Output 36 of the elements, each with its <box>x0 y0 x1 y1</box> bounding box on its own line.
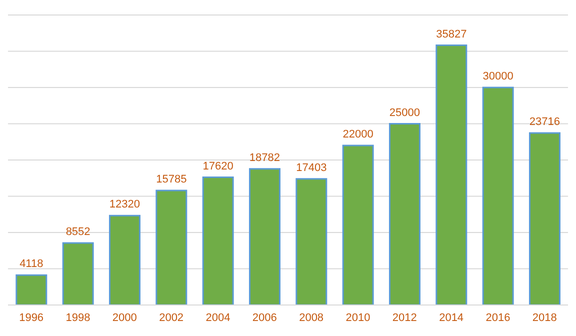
data-label: 30000 <box>482 70 514 82</box>
data-label: 35827 <box>436 28 467 40</box>
x-tick-label: 2018 <box>532 312 557 324</box>
x-tick-label: 2006 <box>252 312 277 324</box>
bar <box>388 123 420 305</box>
data-label: 8552 <box>66 226 90 238</box>
data-label: 15785 <box>156 174 187 186</box>
bar <box>156 190 188 305</box>
bar <box>202 176 234 305</box>
x-tick-label: 2004 <box>206 312 230 324</box>
data-label: 17620 <box>202 160 234 172</box>
bar <box>16 274 48 305</box>
bar <box>62 242 94 305</box>
x-tick-label: 2014 <box>439 312 464 324</box>
data-label: 12320 <box>109 198 140 211</box>
x-tick-label: 2002 <box>159 312 184 324</box>
x-tick-label: 2008 <box>299 312 324 324</box>
x-tick-label: 1996 <box>19 312 44 324</box>
x-tick-label: 1998 <box>66 312 90 324</box>
bar <box>296 178 328 305</box>
bar <box>248 168 280 305</box>
x-tick-label: 2000 <box>112 312 137 324</box>
x-tick-label: 2016 <box>486 312 510 324</box>
data-label: 23716 <box>529 116 560 128</box>
data-label: 22000 <box>342 128 374 140</box>
x-tick-label: 2012 <box>392 312 417 324</box>
data-label: 17403 <box>296 162 327 174</box>
x-tick-label: 2010 <box>346 312 370 324</box>
data-label: 25000 <box>389 106 420 119</box>
bar <box>528 132 560 305</box>
data-label: 18782 <box>249 152 280 164</box>
bar <box>108 214 140 305</box>
bar <box>436 44 468 305</box>
bar <box>482 86 514 305</box>
data-label: 4118 <box>20 258 44 270</box>
bar <box>342 144 374 305</box>
